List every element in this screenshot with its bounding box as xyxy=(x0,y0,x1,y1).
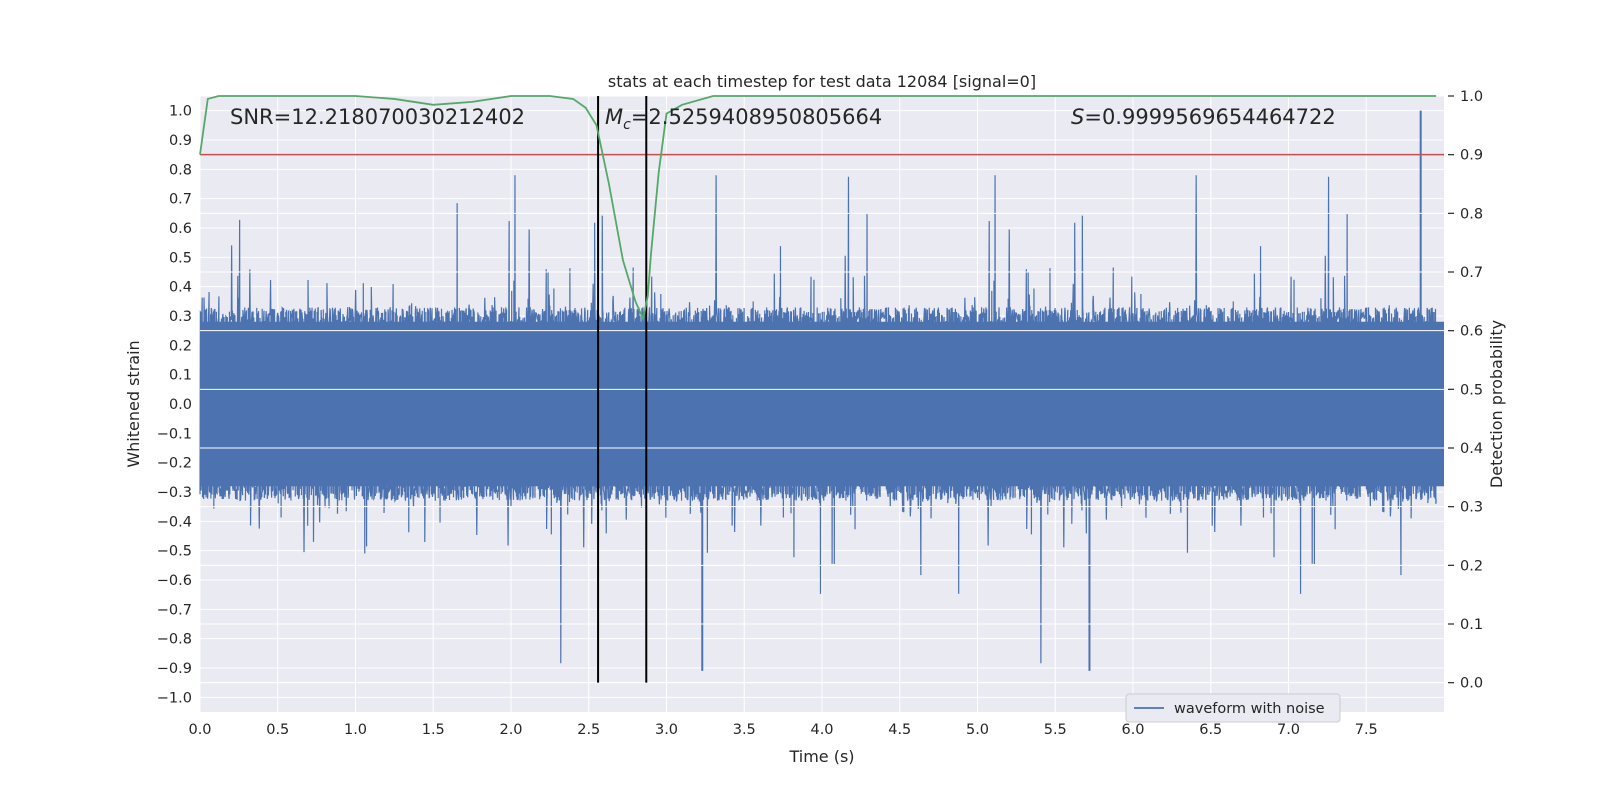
x-tick-label: 3.5 xyxy=(733,722,756,738)
x-tick-label: 6.0 xyxy=(1121,722,1144,738)
y-tick-label-left: 0.7 xyxy=(169,192,192,208)
y-tick-label-right: 0.6 xyxy=(1460,324,1483,340)
y-tick-label-left: −1.0 xyxy=(157,690,192,706)
y-tick-label-left: 0.1 xyxy=(169,368,192,384)
y-tick-label-left: 0.2 xyxy=(169,338,192,354)
y-tick-label-left: 0.0 xyxy=(169,397,192,413)
x-tick-label: 4.5 xyxy=(888,722,911,738)
y-tick-label-left: 0.8 xyxy=(169,162,192,178)
y-tick-label-left: 0.6 xyxy=(169,221,192,237)
legend-entry-waveform-with-noise: waveform with noise xyxy=(1174,701,1325,717)
x-tick-label: 1.5 xyxy=(422,722,445,738)
y-tick-label-right: 0.4 xyxy=(1460,441,1483,457)
s-symbol: S xyxy=(1071,105,1084,129)
y-tick-label-right: 0.7 xyxy=(1460,265,1483,281)
y-tick-label-right: 0.2 xyxy=(1460,558,1483,574)
y-tick-label-right: 0.8 xyxy=(1460,206,1483,222)
x-tick-label: 7.0 xyxy=(1277,722,1300,738)
x-tick-label: 5.0 xyxy=(966,722,989,738)
legend: waveform with noise xyxy=(1125,693,1341,723)
x-tick-label: 2.5 xyxy=(577,722,600,738)
detection-probability-line xyxy=(199,95,1437,322)
y-tick-label-left: −0.3 xyxy=(157,485,192,501)
x-axis-label: Time (s) xyxy=(788,747,854,766)
x-tick-label: 7.5 xyxy=(1355,722,1378,738)
y-tick-label-right: 0.3 xyxy=(1460,500,1483,516)
overlay-lines xyxy=(199,95,1444,683)
mc-symbol: M xyxy=(605,105,623,129)
x-tick-label: 5.5 xyxy=(1044,722,1067,738)
y-tick-label-left: −0.8 xyxy=(157,632,192,648)
y-tick-label-right: 0.0 xyxy=(1460,676,1483,692)
y-tick-label-right: 0.1 xyxy=(1460,617,1483,633)
mc-subscript: c xyxy=(623,117,631,133)
snr-annotation: SNR=12.218070030212402 xyxy=(230,105,525,129)
mc-annotation: Mc=2.5259408950805664 xyxy=(605,105,882,133)
waveform-with-noise-series xyxy=(199,95,1444,684)
y-tick-label-left: 1.0 xyxy=(169,104,192,120)
y-tick-label-right: 0.5 xyxy=(1460,382,1483,398)
y-tick-label-right: 1.0 xyxy=(1460,89,1483,105)
y-tick-label-left: 0.9 xyxy=(169,133,192,149)
y-tick-label-left: −0.4 xyxy=(157,514,192,530)
mc-value: =2.5259408950805664 xyxy=(631,105,882,129)
x-tick-label: 0.5 xyxy=(266,722,289,738)
y-tick-label-right: 0.9 xyxy=(1460,148,1483,164)
y-tick-label-left: 0.5 xyxy=(169,250,192,266)
y-axis-label-left: Whitened strain xyxy=(124,340,143,467)
y-tick-label-left: −0.6 xyxy=(157,573,192,589)
y-axis-label-right: Detection probability xyxy=(1487,320,1506,488)
axis-ticks: 0.0 0.5 1.0 1.5 2.0 2.5 3.0 3.5 4.0 4.5 5.0 5.5 6.0 6… xyxy=(157,89,1483,738)
y-tick-label-left: 0.4 xyxy=(169,280,192,296)
x-tick-label: 2.0 xyxy=(499,722,522,738)
y-tick-label-left: −0.1 xyxy=(157,426,192,442)
x-tick-label: 0.0 xyxy=(188,722,211,738)
waveform-dense-band xyxy=(200,321,1444,487)
chart-title: stats at each timestep for test data 120… xyxy=(608,72,1036,91)
x-tick-label: 1.0 xyxy=(344,722,367,738)
x-tick-label: 3.0 xyxy=(655,722,678,738)
x-tick-label: 4.0 xyxy=(810,722,833,738)
s-value: =0.9999569654464722 xyxy=(1084,105,1335,129)
y-tick-label-left: −0.5 xyxy=(157,544,192,560)
y-tick-label-left: −0.2 xyxy=(157,456,192,472)
y-tick-label-left: −0.7 xyxy=(157,602,192,618)
legend-box xyxy=(1125,693,1341,723)
y-tick-label-left: −0.9 xyxy=(157,661,192,677)
x-tick-label: 6.5 xyxy=(1199,722,1222,738)
s-annotation: S=0.9999569654464722 xyxy=(1071,105,1336,129)
y-tick-label-left: 0.3 xyxy=(169,309,192,325)
